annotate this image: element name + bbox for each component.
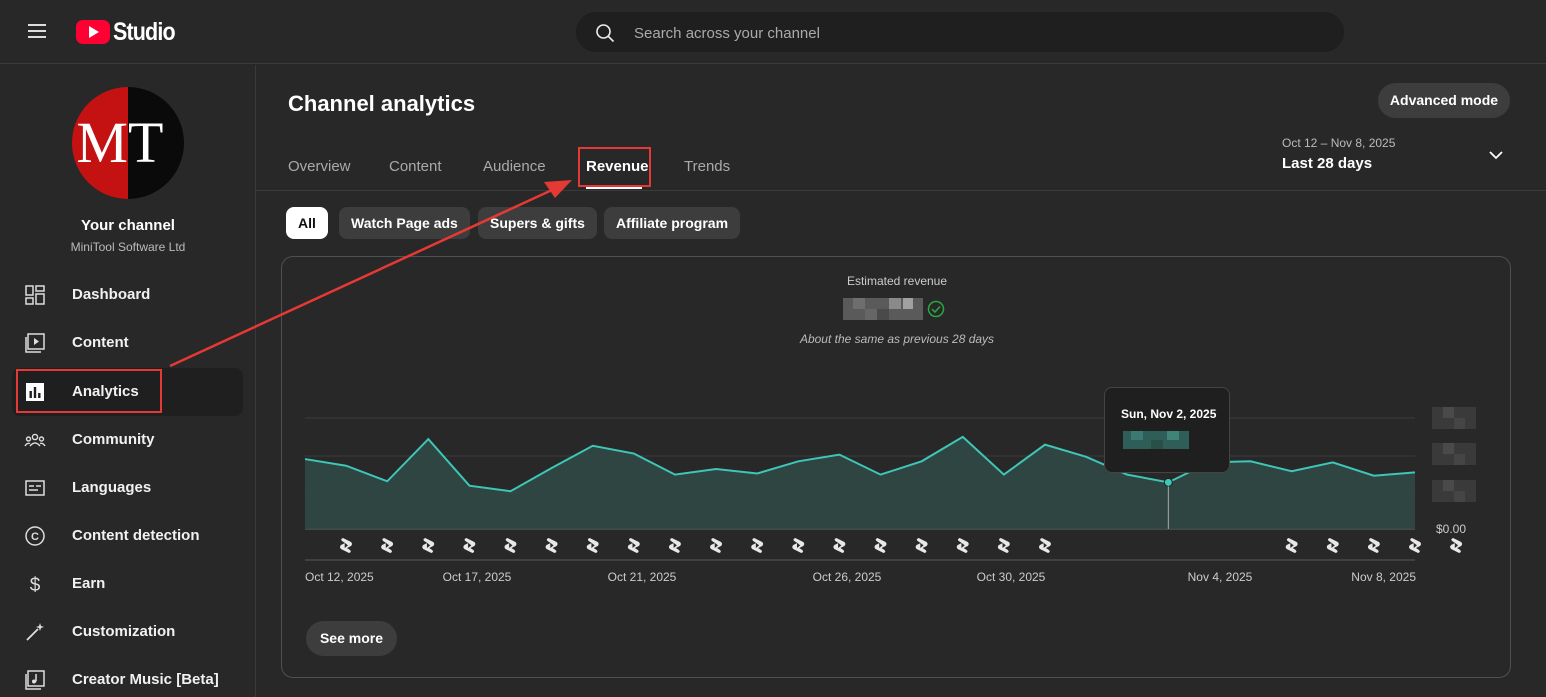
tab-overview[interactable]: Overview	[288, 158, 351, 175]
tooltip-date: Sun, Nov 2, 2025	[1121, 407, 1217, 421]
sidebar-item-content-detection[interactable]: C Content detection	[12, 512, 243, 560]
music-icon	[25, 670, 45, 690]
languages-icon	[25, 480, 45, 496]
date-range-text[interactable]: Oct 12 – Nov 8, 2025	[1282, 136, 1396, 150]
active-tab-indicator	[586, 186, 642, 189]
sidebar-item-label: Languages	[72, 479, 152, 496]
advanced-mode-button[interactable]: Advanced mode	[1378, 83, 1510, 118]
sidebar-item-label: Analytics	[72, 383, 139, 400]
svg-text:C: C	[31, 531, 39, 543]
sidebar-item-label: Earn	[72, 575, 106, 592]
metric-comparison-note: About the same as previous 28 days	[799, 332, 995, 346]
tab-trends[interactable]: Trends	[684, 158, 731, 175]
sidebar-item-label: Customization	[72, 623, 176, 640]
header-divider	[256, 190, 1546, 191]
revenue-card: Estimated revenue About the same as prev…	[281, 256, 1511, 678]
search-input[interactable]: Search across your channel	[634, 25, 820, 42]
menu-icon[interactable]	[24, 21, 52, 43]
content-icon	[25, 333, 45, 353]
avatar-letter-t: T	[128, 110, 164, 175]
tab-content[interactable]: Content	[389, 158, 442, 175]
sidebar-item-customization[interactable]: Customization	[12, 608, 243, 656]
chip-all[interactable]: All	[286, 207, 328, 239]
chevron-down-icon[interactable]	[1488, 147, 1504, 163]
sidebar-item-dashboard[interactable]: Dashboard	[12, 271, 243, 319]
sidebar-item-label: Creator Music [Beta]	[72, 671, 219, 688]
sidebar-item-community[interactable]: Community	[12, 416, 243, 464]
chip-watch-page-ads[interactable]: Watch Page ads	[339, 207, 470, 239]
youtube-logo-icon	[76, 20, 110, 44]
top-bar: Studio Search across your channel	[0, 0, 1546, 64]
sidebar-item-label: Dashboard	[72, 286, 151, 303]
tab-revenue[interactable]: Revenue	[586, 158, 649, 175]
avatar-letter-m: M	[76, 110, 128, 175]
search-bar[interactable]: Search across your channel	[576, 12, 1344, 52]
sidebar-item-earn[interactable]: $ Earn	[12, 560, 243, 608]
sidebar-item-creator-music[interactable]: Creator Music [Beta]	[12, 656, 243, 697]
sidebar-item-label: Content	[72, 334, 129, 351]
sidebar-item-languages[interactable]: Languages	[12, 464, 243, 512]
page-title: Channel analytics	[288, 91, 476, 116]
sidebar-item-label: Content detection	[72, 527, 200, 544]
magic-wand-icon	[26, 623, 44, 641]
dashboard-icon	[25, 285, 45, 305]
search-icon	[596, 24, 615, 43]
chip-affiliate-program[interactable]: Affiliate program	[604, 207, 741, 239]
analytics-highlight-box	[16, 369, 162, 413]
channel-name: MiniTool Software Ltd	[70, 240, 186, 254]
svg-text:$: $	[30, 575, 41, 595]
sidebar: M T Your channel MiniTool Software Ltd D…	[0, 65, 256, 697]
tooltip-value-redacted	[1123, 431, 1189, 449]
metric-value-redacted	[843, 298, 923, 320]
channel-title: Your channel	[81, 217, 175, 234]
sidebar-item-analytics[interactable]: Analytics	[12, 368, 243, 416]
see-more-button[interactable]: See more	[306, 621, 397, 656]
analytics-icon	[26, 383, 44, 401]
dollar-icon: $	[30, 575, 41, 595]
copyright-icon: C	[25, 526, 45, 546]
studio-logo[interactable]: Studio	[76, 17, 185, 47]
avatar[interactable]: M T	[72, 87, 184, 199]
studio-wordmark: Studio	[113, 17, 176, 46]
community-icon	[24, 433, 46, 447]
chart-tooltip: Sun, Nov 2, 2025	[1104, 387, 1230, 473]
sidebar-item-content[interactable]: Content	[12, 319, 243, 367]
revenue-highlight-box	[578, 147, 651, 187]
sidebar-item-label: Community	[72, 431, 155, 448]
date-range-label[interactable]: Last 28 days	[1282, 155, 1373, 172]
check-circle-icon	[927, 300, 945, 318]
tab-audience[interactable]: Audience	[483, 158, 546, 175]
metric-title: Estimated revenue	[846, 274, 948, 288]
chip-supers-gifts[interactable]: Supers & gifts	[478, 207, 597, 239]
